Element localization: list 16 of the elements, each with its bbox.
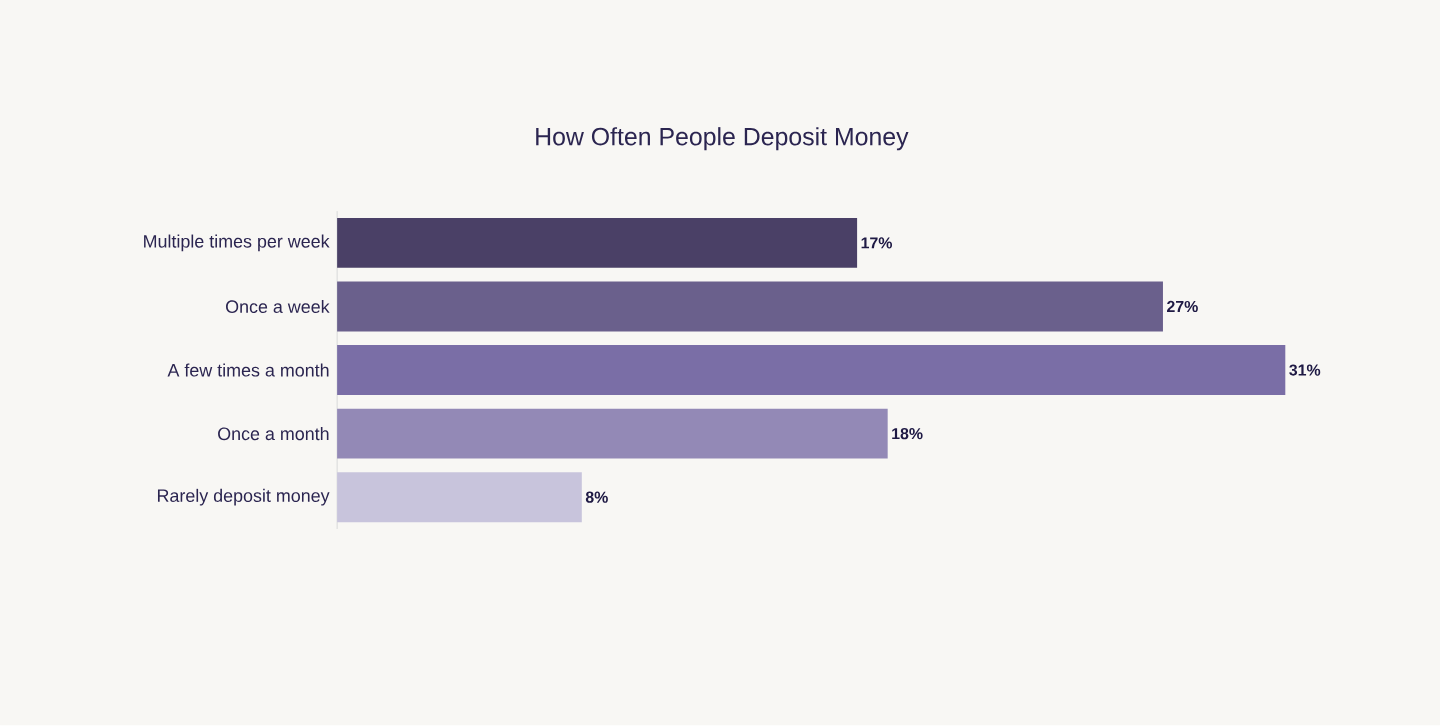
y-tick-label: Rarely deposit money <box>157 489 330 506</box>
y-tick-label: Multiple times per week <box>144 234 330 252</box>
data-label: 31% <box>1289 364 1321 376</box>
bar <box>337 472 582 523</box>
bar <box>337 218 858 269</box>
bar <box>337 345 1286 396</box>
y-tick-label: Once a week <box>226 300 330 314</box>
y-tick-label: Once a month <box>218 427 329 441</box>
data-label: 27% <box>1167 301 1198 313</box>
chart-title: How Often People Deposit Money <box>536 127 909 151</box>
bar <box>337 408 888 459</box>
data-label: 17% <box>861 237 893 249</box>
y-tick-label: A few times a month <box>167 363 329 377</box>
bar <box>337 281 1163 332</box>
data-label: 8% <box>585 491 608 504</box>
data-label: 18% <box>892 428 923 440</box>
